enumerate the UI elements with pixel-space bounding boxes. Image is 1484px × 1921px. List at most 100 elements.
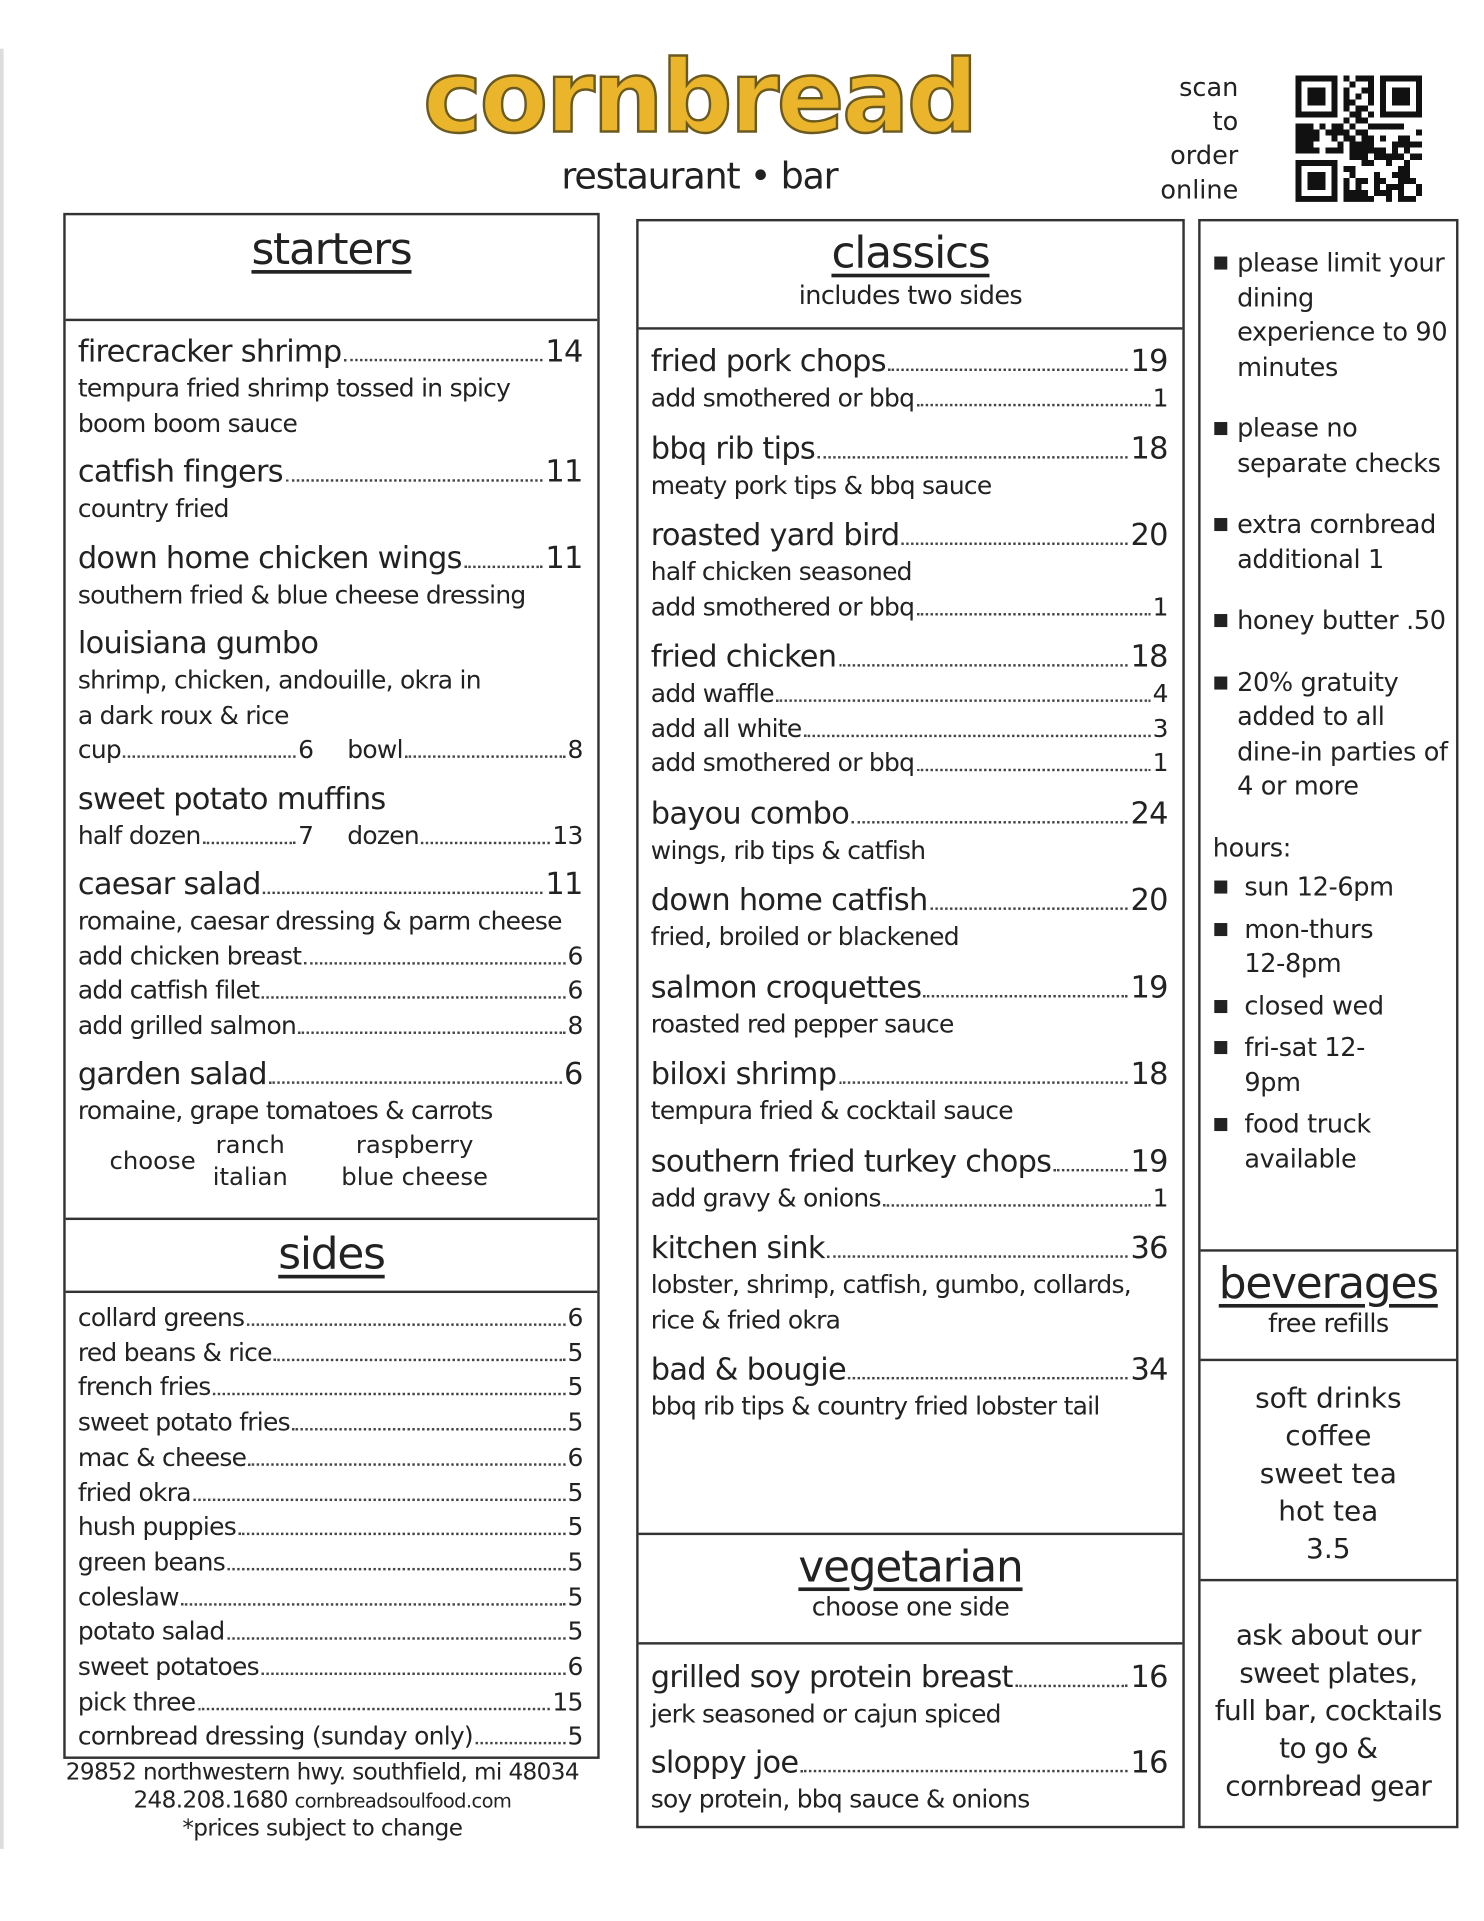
note-text: please limit your dining experience to 9… — [1237, 248, 1448, 382]
page-edge — [0, 48, 4, 1849]
dot-leader — [238, 1532, 566, 1536]
scan-line: order — [1170, 141, 1239, 171]
starters-sides-panel: starters firecracker shrimp 14 tempura fri… — [63, 212, 600, 1759]
item-row: southern fried turkey chops 19 — [651, 1140, 1169, 1180]
item-price: 5 — [567, 1616, 584, 1647]
beverage-item: coffee — [1285, 1420, 1372, 1453]
vegetarian-list: grilled soy protein breast 16 jerk seasone… — [650, 1647, 1169, 1816]
dot-leader — [421, 841, 550, 844]
item-price: 5 — [567, 1721, 584, 1751]
item-name: bbq rib tips — [650, 429, 816, 466]
promo-text: ask about our sweet plates, full bar, cock… — [1201, 1618, 1456, 1807]
bullet-icon: ■ — [1212, 918, 1229, 939]
item-price: 19 — [1130, 968, 1168, 1005]
item-price: 20 — [1130, 516, 1168, 553]
item-name: fried pork chops — [650, 343, 887, 379]
hours-item: ■ closed wed — [1213, 988, 1449, 1023]
item-price: 8 — [567, 734, 584, 764]
item-price: 16 — [1130, 1743, 1168, 1779]
size-option: half dozen 7 — [78, 818, 314, 853]
side-item: cornbread dressing (sunday only) 5 — [78, 1719, 584, 1754]
dot-leader — [464, 565, 543, 568]
item-description: lobster, shrimp, catfish, gumbo, collard… — [650, 1269, 1132, 1300]
item-price: 5 — [567, 1512, 584, 1542]
promo-line: cornbread gear — [1225, 1771, 1432, 1803]
item-description: tempura fried & cocktail sauce — [650, 1095, 1014, 1126]
vegetarian-header: vegetarian choose one side — [638, 1532, 1183, 1645]
item-row: catfish fingers 11 — [77, 451, 584, 491]
item-name: roasted yard bird — [650, 516, 900, 553]
item-price: 7 — [298, 820, 314, 850]
bullet-icon: ■ — [1212, 995, 1229, 1016]
item-row: biloxi shrimp 18 — [651, 1053, 1169, 1093]
starters-title: starters — [251, 225, 412, 275]
item-name: salmon croquettes — [650, 968, 922, 1005]
item-name: grilled soy protein breast — [650, 1659, 1014, 1695]
dot-leader — [838, 664, 1129, 667]
dot-leader — [226, 1637, 566, 1641]
item-price: 20 — [1130, 881, 1168, 918]
dot-leader — [285, 479, 543, 482]
dot-leader — [888, 368, 1129, 372]
item-description: boom boom sauce — [77, 408, 298, 438]
item-name: collard greens — [77, 1302, 245, 1332]
beverages-title: beverages — [1218, 1258, 1439, 1309]
promo-line: full bar, cocktails — [1214, 1695, 1443, 1728]
beverages-subtitle: free refills — [1268, 1308, 1389, 1339]
dot-leader — [776, 699, 1151, 702]
item-name: sloppy joe — [650, 1743, 799, 1779]
item-price: 16 — [1130, 1659, 1168, 1695]
dot-leader — [123, 755, 296, 758]
menu-item: louisiana gumbo shrimp, chicken, andouill… — [77, 623, 584, 767]
choose-label: choose — [109, 1145, 196, 1175]
item-name: red beans & rice — [77, 1337, 273, 1367]
hours-text: mon-thurs 12-8pm — [1244, 914, 1374, 978]
item-description: tempura fried shrimp tossed in spicy — [77, 373, 511, 403]
item-name: bayou combo — [650, 794, 850, 831]
hours-label: hours: — [1212, 832, 1292, 862]
item-description: fried, broiled or blackened — [650, 922, 960, 952]
item-price: 1 — [1152, 591, 1169, 621]
dot-leader — [269, 1081, 562, 1084]
item-name: add smothered or bbq — [650, 591, 915, 621]
item-name: catfish fingers — [77, 453, 284, 489]
item-description: bbq rib tips & country fried lobster tai… — [650, 1391, 1101, 1421]
qr-code-icon[interactable] — [1292, 75, 1426, 202]
bullet-icon: ■ — [1212, 672, 1229, 692]
item-row: salmon croquettes 19 — [650, 966, 1169, 1006]
note-text: 20% gratuity added to all dine-in partie… — [1237, 667, 1448, 801]
scan-line: online — [1160, 175, 1239, 205]
item-price: 18 — [1130, 429, 1168, 466]
size-option: dozen 13 — [347, 818, 583, 853]
item-description: romaine, caesar dressing & parm cheese — [77, 906, 563, 936]
item-name: hush puppies — [77, 1512, 237, 1542]
dot-leader — [248, 1463, 566, 1466]
item-price: 4 — [1152, 678, 1169, 708]
item-description: soy protein, bbq sauce & onions — [650, 1783, 1030, 1814]
address: 29852 northwestern hwy. southfield, mi 4… — [65, 1758, 580, 1786]
item-name: potato salad — [77, 1616, 225, 1647]
item-description: a dark roux & rice — [77, 700, 290, 730]
item-name: sweet potato fries — [77, 1407, 291, 1437]
vegetarian-subtitle: choose one side — [811, 1592, 1010, 1622]
promo-line: sweet plates, — [1239, 1657, 1418, 1690]
item-price: 6 — [567, 1442, 584, 1472]
item-name: firecracker shrimp — [77, 333, 342, 369]
menu-item: roasted yard bird 20 half chicken seasoned… — [650, 515, 1169, 624]
item-price: 18 — [1130, 1055, 1168, 1092]
menu-item: biloxi shrimp 18 tempura fried & cocktail … — [650, 1053, 1169, 1128]
classics-subtitle: includes two sides — [798, 280, 1023, 311]
dot-leader — [923, 994, 1129, 997]
menu-item: southern fried turkey chops 19 add gravy &… — [651, 1140, 1169, 1215]
dressing-option: raspberry — [355, 1129, 474, 1159]
dot-leader — [261, 1672, 566, 1676]
note-item: ■ please limit your dining experience to … — [1213, 246, 1449, 385]
footer: 29852 northwestern hwy. southfield, mi 4… — [49, 1759, 596, 1843]
item-row: add chicken breast 6 — [78, 938, 584, 973]
website-link[interactable]: cornbreadsoulfood.com — [294, 1789, 512, 1813]
side-item: collard greens 6 — [77, 1300, 584, 1335]
item-row: grilled soy protein breast 16 — [650, 1657, 1169, 1697]
item-price: 6 — [567, 1302, 584, 1332]
dressing-option: blue cheese — [341, 1161, 489, 1191]
item-price: 18 — [1130, 638, 1168, 674]
